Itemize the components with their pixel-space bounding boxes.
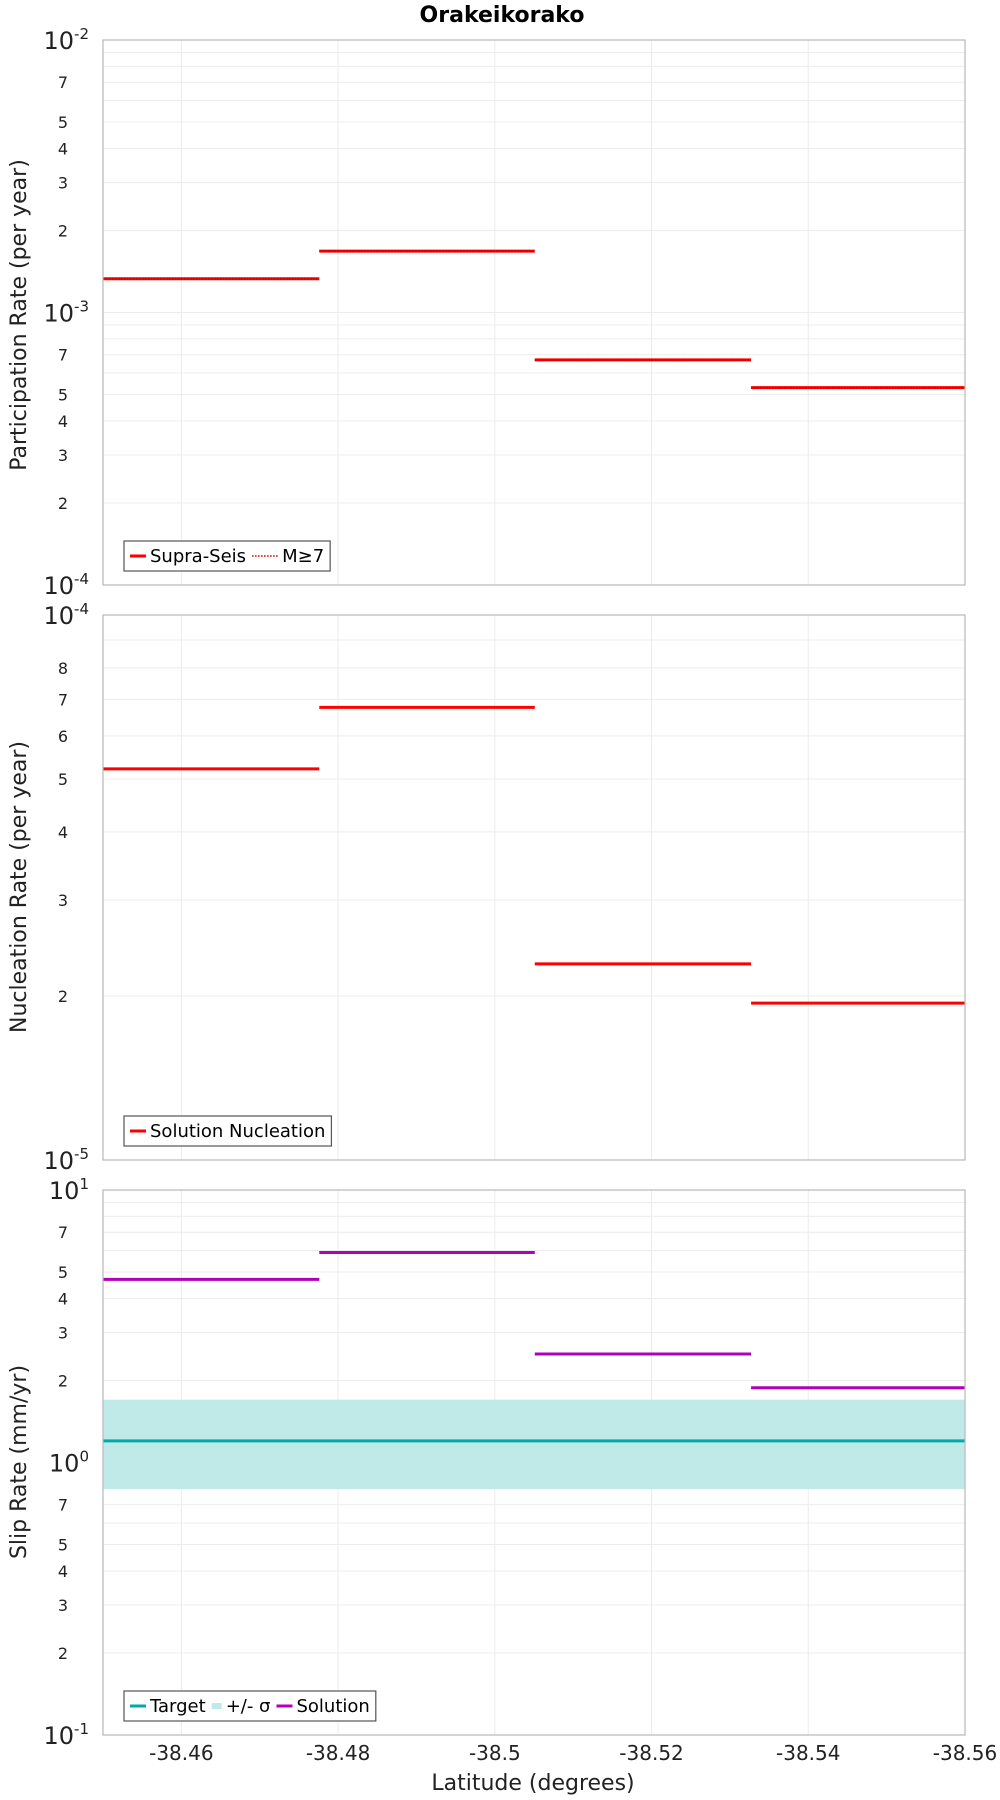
plot-frame <box>102 1189 966 1736</box>
ytick-label: 2 <box>58 987 68 1006</box>
ytick-label: 7 <box>58 1496 68 1515</box>
legend-box <box>123 540 331 572</box>
ytick-label: 4 <box>58 1289 68 1308</box>
ytick-decade-label: 10-5 <box>43 1145 89 1175</box>
legend: Target +/- σ Solution <box>123 1690 377 1722</box>
xtick-label: -38.5 <box>469 1741 521 1765</box>
ytick-label: 7 <box>58 1223 68 1242</box>
chart-panels: 10-4 2 3 4 5 7 10-3 2 3 4 5 7 10-2 Supra-Seis M≥7 10-5 2… <box>43 25 997 1765</box>
ytick-label: 4 <box>58 412 68 431</box>
ylabel-participation: Participation Rate (per year) <box>7 159 32 471</box>
legend-box <box>123 1690 377 1722</box>
ytick-label: 5 <box>58 1263 68 1282</box>
legend: Supra-Seis M≥7 <box>123 540 331 572</box>
xtick-label: -38.46 <box>149 1741 213 1765</box>
ytick-label: 5 <box>58 1536 68 1555</box>
ytick-label: 5 <box>58 113 68 132</box>
ytick-label: 4 <box>58 823 68 842</box>
ytick-label: 3 <box>58 891 68 910</box>
sigma-band <box>103 1399 965 1489</box>
legend-label: Target <box>149 1696 206 1717</box>
ytick-label: 4 <box>58 1562 68 1581</box>
plot-frame <box>102 614 966 1161</box>
ytick-label: 2 <box>58 1371 68 1390</box>
xtick-label: -38.56 <box>933 1741 997 1765</box>
ytick-label: 7 <box>58 346 68 365</box>
ytick-decade-label: 10-1 <box>43 1720 89 1750</box>
panel-2: 10-5 2 3 4 5 6 7 8 10-4 Solution Nucleation <box>43 600 966 1175</box>
chart-title: Orakeikorako <box>420 3 585 28</box>
ytick-decade-label: 101 <box>49 1175 89 1205</box>
ytick-label: 4 <box>58 139 68 158</box>
ytick-label: 7 <box>58 73 68 92</box>
ytick-label: 2 <box>58 1644 68 1663</box>
ylabel-nucleation: Nucleation Rate (per year) <box>7 741 32 1033</box>
ytick-decade-label: 10-4 <box>43 570 89 600</box>
ylabel-slip-rate: Slip Rate (mm/yr) <box>7 1365 32 1559</box>
legend-label: Solution <box>296 1696 369 1717</box>
xlabel-latitude: Latitude (degrees) <box>431 1771 634 1796</box>
ytick-decade-label: 10-3 <box>43 298 89 328</box>
plot-frame <box>102 39 966 586</box>
ytick-decade-label: 100 <box>49 1448 89 1478</box>
legend-label: +/- σ <box>226 1696 271 1717</box>
ytick-label: 2 <box>58 494 68 513</box>
ytick-label: 3 <box>58 173 68 192</box>
legend-label: M≥7 <box>282 546 324 567</box>
ytick-decade-label: 10-4 <box>43 600 89 630</box>
legend-box <box>123 1115 333 1147</box>
panel-1: 10-4 2 3 4 5 7 10-3 2 3 4 5 7 10-2 Supra-Seis M≥7 <box>43 25 966 600</box>
xtick-label: -38.48 <box>306 1741 370 1765</box>
legend-swatch-band <box>211 1703 222 1709</box>
xtick-label: -38.54 <box>776 1741 840 1765</box>
ytick-label: 5 <box>58 770 68 789</box>
ytick-label: 3 <box>58 1323 68 1342</box>
ytick-label: 6 <box>58 727 68 746</box>
xtick-label: -38.52 <box>619 1741 683 1765</box>
legend: Solution Nucleation <box>123 1115 333 1147</box>
legend-label: Supra-Seis <box>150 546 246 567</box>
panel-3: 10-1 2 3 4 5 7 100 2 3 4 5 7 101 -38.46 -38.48 -38.5 -38… <box>43 1175 997 1765</box>
ytick-label: 3 <box>58 1596 68 1615</box>
ytick-label: 3 <box>58 446 68 465</box>
ytick-label: 8 <box>58 659 68 678</box>
ytick-decade-label: 10-2 <box>43 25 89 55</box>
ytick-label: 5 <box>58 386 68 405</box>
ytick-label: 7 <box>58 690 68 709</box>
legend-label: Solution Nucleation <box>150 1121 325 1142</box>
ytick-label: 2 <box>58 221 68 240</box>
